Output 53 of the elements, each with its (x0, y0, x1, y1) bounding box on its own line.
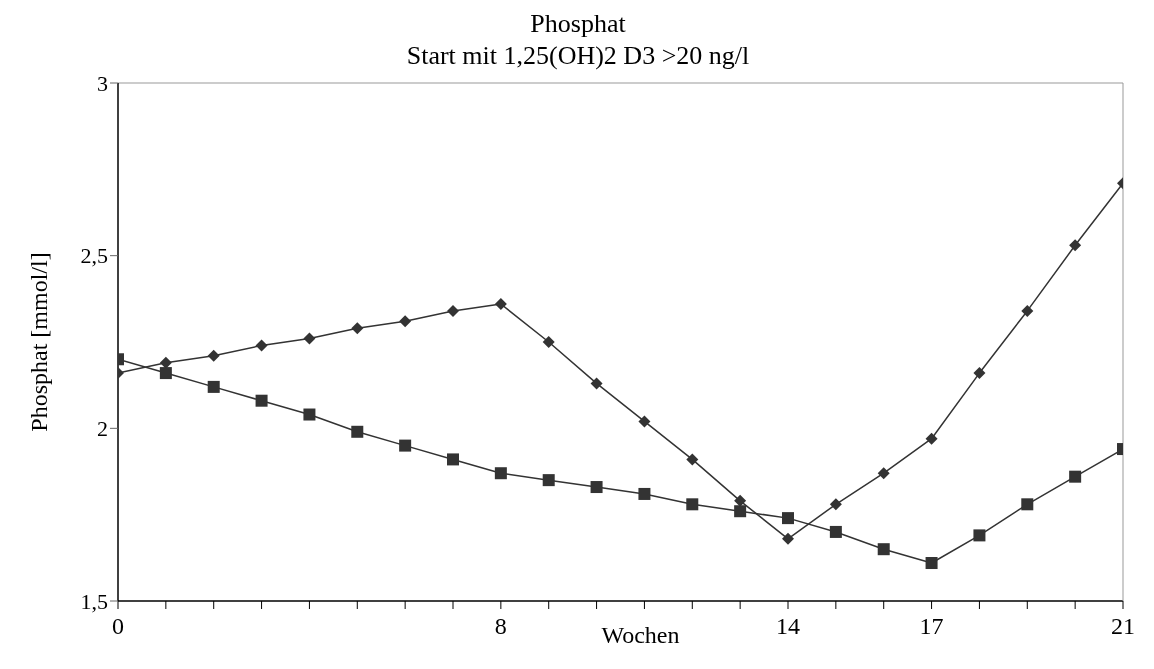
point (877, 543, 890, 556)
y-tick-label: 3 (97, 70, 108, 96)
chart-title: Phosphat (529, 8, 627, 40)
point (159, 356, 172, 369)
point (351, 322, 364, 335)
point (782, 532, 794, 545)
point (686, 498, 699, 511)
point (829, 498, 842, 511)
point (207, 380, 220, 393)
point (494, 467, 507, 480)
y-axis-title: Phosphat [mmol/l] (25, 252, 52, 432)
y-tick-label: 2 (97, 416, 108, 442)
point (973, 529, 986, 542)
x-tick-label: 8 (494, 613, 507, 640)
point (590, 377, 603, 390)
point (447, 304, 459, 317)
point (638, 487, 651, 500)
point (399, 439, 412, 452)
point (303, 332, 316, 345)
point (255, 339, 268, 352)
point (686, 453, 699, 466)
point (159, 367, 172, 380)
point (303, 408, 316, 421)
x-tick-label: 21 (1111, 613, 1135, 640)
y-tick-label: 2,5 (80, 243, 108, 269)
point (494, 298, 507, 311)
point (351, 425, 364, 438)
x-tick-label: 14 (776, 613, 800, 640)
point (1021, 304, 1034, 317)
point (542, 336, 555, 348)
point (399, 315, 412, 328)
point (207, 349, 220, 362)
chart-subtitle: Start mit 1,25(OH)2 D3 >20 ng/l (405, 40, 751, 72)
x-axis-title: Wochen (601, 622, 680, 648)
point (925, 557, 938, 570)
point (590, 481, 603, 494)
point (829, 525, 842, 538)
point (877, 467, 890, 480)
point (255, 394, 268, 407)
point (973, 367, 986, 380)
point (734, 505, 747, 518)
point (1021, 498, 1034, 511)
point (447, 453, 459, 466)
x-tick-label: 17 (919, 613, 944, 640)
point (1069, 239, 1082, 252)
point (734, 494, 747, 507)
x-tick-label: 0 (112, 613, 124, 640)
point (542, 474, 555, 487)
point (638, 415, 651, 428)
point (1069, 470, 1082, 483)
y-tick-label: 1,5 (80, 588, 108, 614)
point (782, 512, 794, 525)
point (925, 432, 938, 445)
